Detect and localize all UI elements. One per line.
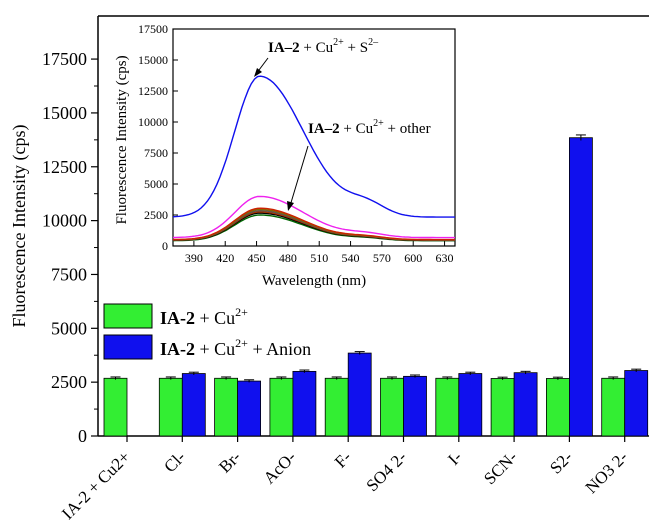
bar-series-1-0 [103,377,128,437]
main-x-tick-label: Br- [215,447,244,476]
main-y-tick-label: 17500 [42,49,87,69]
bar-series-1-5 [380,377,404,437]
main-y-ticks: 0 2500 5000 7500 10000 12500 15000 17500 [42,49,98,446]
inset-y-tick-label: 15000 [138,53,168,67]
inset-x-tick-label: 420 [216,251,234,265]
legend-swatch-series-1 [103,303,153,329]
bar-series-1-6 [435,377,460,437]
bar-series-2-9 [624,370,649,437]
legend-label-series-1: IA-2 + Cu2+ [160,305,248,328]
main-y-tick-label: 10000 [42,211,87,231]
bar-series-2-4 [347,352,372,437]
inset-y-ticks: 0 2500 5000 7500 10000 12500 15000 17500 [138,22,178,253]
bar-series-2-8 [569,137,593,437]
inset-y-tick-label: 7500 [144,146,168,160]
main-y-tick-label: 15000 [42,103,87,123]
main-y-axis-label: Fluorescence Intensity (cps) [9,125,30,328]
inset-y-tick-label: 5000 [144,177,168,191]
main-bars [103,134,649,437]
legend-label-series-2: IA-2 + Cu2+ + Anion [160,336,311,359]
main-y-tick-label: 2500 [51,372,87,392]
inset-annotation-s2-arrowhead [254,68,262,77]
main-x-tick-label: S2- [546,447,576,477]
inset-x-ticks: 390 420 450 480 510 540 570 600 630 [185,241,454,265]
inset-annotation-other-arrowhead [287,201,294,211]
inset-x-axis-label: Wavelength (nm) [262,273,366,289]
inset-x-tick-label: 540 [342,251,360,265]
inset-annotation-s2: IA–2 + Cu2+ + S2– [268,37,379,56]
inset-y-tick-label: 12500 [138,84,168,98]
inset-annotation-other: IA–2 + Cu2+ + other [308,118,431,137]
main-x-tick-label: SCN- [480,447,521,488]
bar-series-1-2 [214,377,239,437]
inset-x-tick-label: 630 [436,251,454,265]
main-x-tick-label: I- [444,447,466,469]
main-x-tick-label: IA-2 + Cu2+ [58,447,134,523]
inset-x-tick-label: 600 [404,251,422,265]
main-x-tick-label: F- [331,447,355,471]
inset-x-tick-label: 390 [185,251,203,265]
bar-series-2-3 [292,370,317,437]
bar-series-1-4 [324,377,349,437]
bar-series-1-9 [601,377,626,437]
inset-y-tick-label: 2500 [144,208,168,222]
inset-annotation-other-arrow [289,145,309,207]
inset-x-tick-label: 450 [248,251,266,265]
bar-series-1-7 [490,378,515,437]
main-y-tick-label: 5000 [51,318,87,338]
inset-x-tick-label: 510 [310,251,328,265]
bar-series-2-5 [403,375,427,437]
bar-series-2-1 [181,373,206,437]
legend: IA-2 + Cu2+ IA-2 + Cu2+ + Anion [103,303,311,360]
inset-y-tick-label: 17500 [138,22,168,36]
main-x-tick-label: Cl- [160,447,189,476]
bar-series-1-1 [158,377,183,437]
inset-spectrum-line [172,75,455,218]
inset-chart: 0 2500 5000 7500 10000 12500 15000 17500 390 420… [114,22,456,289]
bar-series-1-8 [546,378,570,437]
main-y-tick-label: 0 [78,426,87,446]
main-x-tick-label: AcO- [260,447,300,487]
main-x-tick-label: SO4 2- [362,447,410,495]
bar-series-2-7 [513,372,538,437]
bar-series-2-2 [237,380,262,437]
inset-spectrum-line [172,195,455,239]
main-y-tick-label: 7500 [51,264,87,284]
inset-y-tick-label: 0 [162,239,168,253]
inset-y-axis-label: Fluorescence Intensity (cps) [114,55,130,224]
bar-series-2-6 [458,373,483,437]
legend-swatch-series-2 [103,334,153,360]
inset-x-tick-label: 570 [373,251,391,265]
inset-x-tick-label: 480 [279,251,297,265]
inset-y-tick-label: 10000 [138,115,168,129]
inset-spectra [172,75,455,242]
inset-spectrum-line [172,207,455,241]
inset-plot-frame [172,28,456,247]
main-x-tick-label: NO3 2- [582,447,632,497]
main-x-tick-labels: IA-2 + Cu2+ Cl- Br- AcO- F- SO4 2- I- SCN- S2- NO… [58,436,632,523]
bar-series-1-3 [269,377,294,437]
main-y-tick-label: 12500 [42,157,87,177]
